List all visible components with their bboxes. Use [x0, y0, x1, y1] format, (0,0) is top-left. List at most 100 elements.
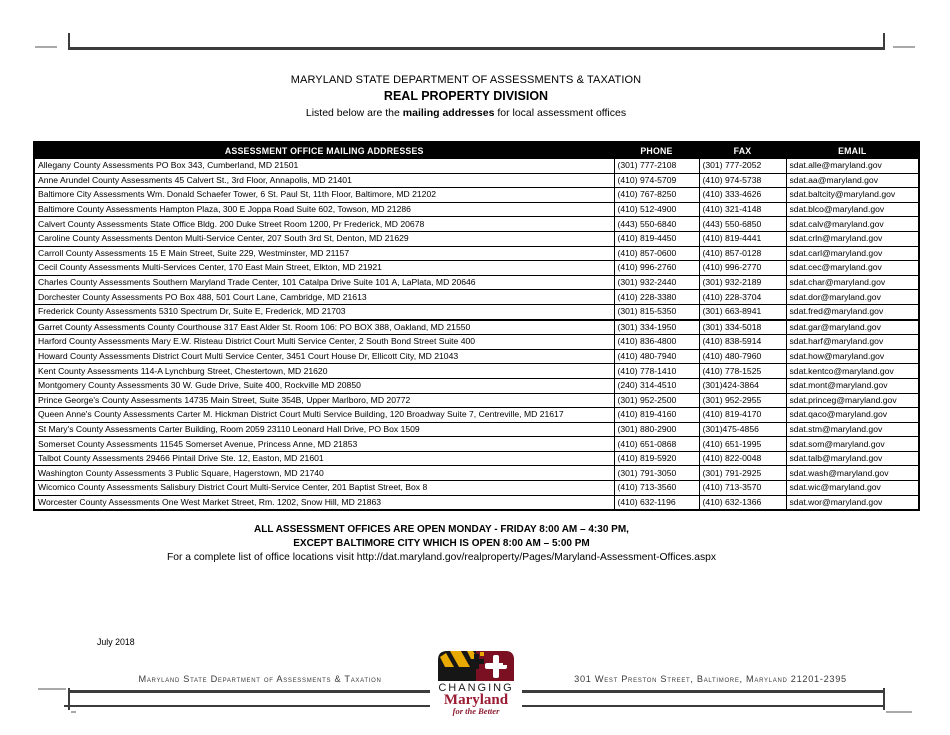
cell-phone: (301) 791-3050 [613, 465, 700, 482]
table-row: Carroll County Assessments 15 E Main Str… [33, 245, 920, 262]
cell-fax: (410) 838-5914 [698, 334, 787, 350]
crop-mark-top-left-gray [35, 46, 57, 48]
cell-fax: (301) 663-8941 [698, 303, 787, 321]
table-row: Kent County Assessments 114-A Lynchburg … [33, 363, 920, 379]
cell-fax: (410) 713-3570 [698, 480, 787, 496]
crop-mark-top-right-gray [893, 46, 915, 48]
cell-email: sdat.char@maryland.gov [785, 274, 920, 291]
cell-phone: (410) 480-7940 [613, 348, 700, 365]
cell-fax: (301)475-4856 [698, 421, 787, 438]
cell-phone: (410) 778-1410 [613, 363, 700, 379]
table-row: Dorchester County Assessments PO Box 488… [33, 289, 920, 305]
cell-email: sdat.how@maryland.gov [785, 348, 920, 365]
crop-mark-bottom-left-gray [38, 688, 66, 690]
cell-email: sdat.wic@maryland.gov [785, 480, 920, 496]
cell-email: sdat.qaco@maryland.gov [785, 407, 920, 423]
cell-email: sdat.fred@maryland.gov [785, 303, 920, 321]
table-row: Charles County Assessments Southern Mary… [33, 274, 920, 291]
cell-address: Queen Anne's County Assessments Carter M… [33, 407, 615, 423]
cell-address: Garret County Assessments County Courtho… [33, 319, 615, 336]
cell-fax: (301)424-3864 [698, 377, 787, 394]
cell-phone: (240) 314-4510 [613, 377, 700, 394]
changing-maryland-logo: CHANGING Maryland for the Better [430, 650, 522, 716]
cell-phone: (301) 952-2500 [613, 392, 700, 409]
cell-fax: (301) 777-2052 [698, 158, 787, 174]
cell-address: Talbot County Assessments 29466 Pintail … [33, 450, 615, 467]
maryland-flag-icon [438, 651, 514, 681]
cell-email: sdat.gar@maryland.gov [785, 319, 920, 336]
cell-address: Allegany County Assessments PO Box 343, … [33, 158, 615, 174]
cell-fax: (410) 632-1366 [698, 494, 787, 511]
cell-phone: (410) 974-5709 [613, 172, 700, 189]
cell-email: sdat.kentco@maryland.gov [785, 363, 920, 379]
crop-dot-bottom-left [71, 711, 76, 713]
table-row: Cecil County Assessments Multi-Services … [33, 260, 920, 276]
cell-email: sdat.calv@maryland.gov [785, 216, 920, 232]
column-header-phone: PHONE [613, 141, 700, 159]
cell-email: sdat.dor@maryland.gov [785, 289, 920, 305]
cell-fax: (410) 321-4148 [698, 201, 787, 218]
revision-date: July 2018 [97, 637, 135, 647]
cell-email: sdat.wash@maryland.gov [785, 465, 920, 482]
logo-changing-text: CHANGING [438, 682, 514, 694]
table-row: Talbot County Assessments 29466 Pintail … [33, 450, 920, 467]
logo-tagline-text: for the Better [430, 707, 522, 716]
cell-phone: (410) 857-0600 [613, 245, 700, 262]
table-row: Wicomico County Assessments Salisbury Di… [33, 480, 920, 496]
cell-email: sdat.talb@maryland.gov [785, 450, 920, 467]
cell-phone: (410) 713-3560 [613, 480, 700, 496]
cell-phone: (410) 512-4900 [613, 201, 700, 218]
division-title: REAL PROPERTY DIVISION [383, 89, 549, 103]
cell-email: sdat.alle@maryland.gov [785, 158, 920, 174]
cell-fax: (410) 333-4626 [698, 187, 787, 203]
cell-fax: (410) 651-1995 [698, 436, 787, 452]
cell-phone: (410) 836-4800 [613, 334, 700, 350]
intro-text: Listed below are the mailing addresses f… [0, 107, 932, 119]
cell-email: sdat.mont@maryland.gov [785, 377, 920, 394]
cell-address: Dorchester County Assessments PO Box 488… [33, 289, 615, 305]
department-title: MARYLAND STATE DEPARTMENT OF ASSESSMENTS… [290, 74, 642, 86]
table-header-row: ASSESSMENT OFFICE MAILING ADDRESSES PHON… [33, 141, 920, 159]
cell-address: Washington County Assessments 3 Public S… [33, 465, 615, 482]
cell-fax: (410) 819-4170 [698, 407, 787, 423]
crop-tick-top-right [883, 33, 885, 49]
table-row: St Mary's County Assessments Carter Buil… [33, 421, 920, 438]
title-block: MARYLAND STATE DEPARTMENT OF ASSESSMENTS… [0, 74, 932, 119]
cell-fax: (410) 857-0128 [698, 245, 787, 262]
cell-fax: (410) 822-0048 [698, 450, 787, 467]
locations-url-line: For a complete list of office locations … [166, 552, 717, 563]
cell-address: Caroline County Assessments Denton Multi… [33, 230, 615, 247]
cell-fax: (410) 228-3704 [698, 289, 787, 305]
table-row: Washington County Assessments 3 Public S… [33, 465, 920, 482]
hours-line-1: ALL ASSESSMENT OFFICES ARE OPEN MONDAY -… [254, 524, 629, 535]
cell-phone: (301) 777-2108 [613, 158, 700, 174]
cell-fax: (410) 778-1525 [698, 363, 787, 379]
cell-address: Howard County Assessments District Court… [33, 348, 615, 365]
cell-address: Baltimore County Assessments Hampton Pla… [33, 201, 615, 218]
table-row: Worcester County Assessments One West Ma… [33, 494, 920, 511]
cell-fax: (410) 974-5738 [698, 172, 787, 189]
footer-line-a-right [522, 690, 884, 693]
table-row: Allegany County Assessments PO Box 343, … [33, 158, 920, 174]
cell-address: Prince George's County Assessments 14735… [33, 392, 615, 409]
crop-tick-top-left [68, 33, 70, 49]
cell-fax: (301) 952-2955 [698, 392, 787, 409]
cell-address: Baltimore City Assessments Wm. Donald Sc… [33, 187, 615, 203]
cell-email: sdat.baltcity@maryland.gov [785, 187, 920, 203]
cell-phone: (410) 819-5920 [613, 450, 700, 467]
cell-address: Cecil County Assessments Multi-Services … [33, 260, 615, 276]
cell-address: Worcester County Assessments One West Ma… [33, 494, 615, 511]
cell-email: sdat.crln@maryland.gov [785, 230, 920, 247]
footer-tick-left [68, 688, 70, 710]
intro-suffix: for local assessment offices [494, 107, 627, 119]
column-header-fax: FAX [698, 141, 787, 159]
cell-phone: (410) 819-4450 [613, 230, 700, 247]
cell-address: Frederick County Assessments 5310 Spectr… [33, 303, 615, 321]
column-header-address: ASSESSMENT OFFICE MAILING ADDRESSES [33, 141, 615, 159]
footer-tick-right [883, 688, 885, 710]
table-row: Anne Arundel County Assessments 45 Calve… [33, 172, 920, 189]
table-row: Montgomery County Assessments 30 W. Gude… [33, 377, 920, 394]
column-header-email: EMAIL [785, 141, 920, 159]
table-row: Baltimore County Assessments Hampton Pla… [33, 201, 920, 218]
table-row: Prince George's County Assessments 14735… [33, 392, 920, 409]
